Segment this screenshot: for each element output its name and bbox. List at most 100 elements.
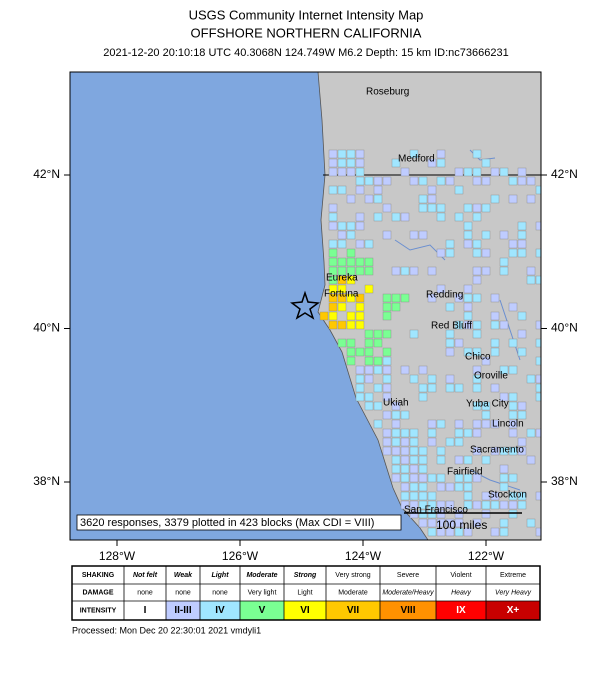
- intensity-cell: [454, 509, 464, 519]
- intensity-cell: [355, 347, 365, 357]
- intensity-cell: [409, 437, 419, 447]
- intensity-cell: [364, 365, 374, 375]
- intensity-cell: [445, 527, 455, 537]
- lon-label: 126°W: [222, 549, 259, 563]
- intensity-cell: [463, 491, 473, 501]
- intensity-cell: [526, 194, 536, 204]
- intensity-cell: [499, 500, 509, 510]
- intensity-cell: [346, 347, 356, 357]
- intensity-cell: [418, 446, 428, 456]
- intensity-cell: [535, 356, 541, 366]
- intensity-cell: [481, 176, 491, 186]
- intensity-cell: [346, 311, 356, 321]
- intensity-cell: [490, 446, 500, 456]
- lat-label: 42°N: [551, 167, 578, 181]
- legend-shaking: Strong: [294, 572, 317, 579]
- intensity-cell: [517, 311, 527, 321]
- intensity-cell: [445, 482, 455, 492]
- intensity-cell: [472, 500, 482, 510]
- intensity-cell: [391, 464, 401, 474]
- intensity-cell: [472, 239, 482, 249]
- legend-intensity: VII: [347, 605, 359, 616]
- intensity-cell: [328, 275, 338, 285]
- intensity-cell: [427, 500, 437, 510]
- intensity-cell: [373, 383, 383, 393]
- legend-shaking: Extreme: [500, 572, 526, 579]
- intensity-cell: [355, 302, 365, 312]
- intensity-cell: [517, 347, 527, 357]
- intensity-cell: [373, 329, 383, 339]
- intensity-cell: [436, 509, 446, 519]
- intensity-cell: [490, 338, 500, 348]
- intensity-cell: [472, 446, 482, 456]
- intensity-cell: [418, 383, 428, 393]
- intensity-cell: [463, 221, 473, 231]
- intensity-cell: [400, 482, 410, 492]
- map-area: Roseburg Medford Eureka Fortuna Redding …: [70, 72, 541, 540]
- legend-damage: none: [137, 589, 153, 596]
- legend-damage: none: [212, 589, 228, 596]
- city-label: Yuba City: [466, 399, 509, 410]
- intensity-cell: [382, 428, 392, 438]
- intensity-cell: [346, 221, 356, 231]
- intensity-cell: [427, 428, 437, 438]
- intensity-cell: [382, 437, 392, 447]
- intensity-cell: [508, 509, 518, 519]
- legend-intensity: V: [259, 605, 266, 616]
- intensity-cell: [490, 347, 500, 357]
- intensity-cell: [391, 410, 401, 420]
- intensity-cell: [535, 185, 541, 195]
- intensity-cell: [517, 437, 527, 447]
- city-label: Chico: [465, 352, 491, 363]
- intensity-cell: [346, 158, 356, 168]
- intensity-cell: [418, 194, 428, 204]
- intensity-cell: [472, 320, 482, 330]
- intensity-cell: [508, 473, 518, 483]
- legend-shaking: Not felt: [133, 572, 158, 579]
- intensity-cell: [364, 347, 374, 357]
- intensity-cell: [364, 257, 374, 267]
- intensity-cell: [364, 284, 374, 294]
- intensity-cell: [454, 437, 464, 447]
- event-info: 2021-12-20 20:10:18 UTC 40.3068N 124.749…: [103, 47, 508, 59]
- intensity-cell: [454, 527, 464, 537]
- intensity-cell: [481, 509, 491, 519]
- intensity-cell: [490, 383, 500, 393]
- intensity-cell: [364, 194, 374, 204]
- intensity-cell: [445, 302, 455, 312]
- intensity-cell: [409, 446, 419, 456]
- intensity-cell: [526, 518, 536, 528]
- intensity-cell: [328, 239, 338, 249]
- intensity-cell: [364, 356, 374, 366]
- intensity-cell: [328, 203, 338, 213]
- intensity-cell: [400, 491, 410, 501]
- intensity-cell: [418, 230, 428, 240]
- intensity-cell: [427, 419, 437, 429]
- intensity-cell: [355, 374, 365, 384]
- legend-row-label: INTENSITY: [80, 607, 117, 614]
- intensity-cell: [409, 176, 419, 186]
- city-label: Redding: [426, 290, 463, 301]
- intensity-cell: [490, 500, 500, 510]
- city-label: Roseburg: [366, 87, 409, 98]
- intensity-cell: [337, 257, 347, 267]
- legend-damage: Heavy: [451, 589, 471, 596]
- legend: SHAKING Not felt Weak Light Moderate Strong Ve…: [71, 565, 541, 621]
- intensity-cell: [418, 176, 428, 186]
- intensity-cell: [490, 293, 500, 303]
- intensity-cell: [463, 455, 473, 465]
- intensity-cell: [517, 410, 527, 420]
- intensity-cell: [499, 266, 509, 276]
- intensity-cell: [337, 158, 347, 168]
- lon-label: 122°W: [468, 549, 505, 563]
- summary: 3620 responses, 3379 plotted in 423 bloc…: [80, 517, 374, 529]
- intensity-cell: [391, 212, 401, 222]
- intensity-cell: [463, 302, 473, 312]
- intensity-cell: [472, 167, 482, 177]
- city-label: Fairfield: [447, 467, 483, 478]
- intensity-cell: [472, 293, 482, 303]
- intensity-cell: [346, 266, 356, 276]
- intensity-cell: [508, 239, 518, 249]
- intensity-cell: [418, 518, 428, 528]
- intensity-cell: [382, 410, 392, 420]
